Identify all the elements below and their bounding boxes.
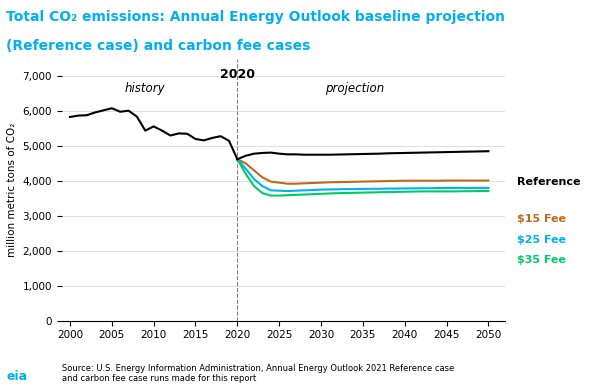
Text: eia: eia <box>6 370 27 383</box>
Y-axis label: million metric tons of CO₂: million metric tons of CO₂ <box>7 122 17 257</box>
Text: Reference: Reference <box>517 177 581 187</box>
Text: projection: projection <box>325 82 384 95</box>
Text: 2020: 2020 <box>220 68 255 81</box>
Text: Total CO₂ emissions: Annual Energy Outlook baseline projection: Total CO₂ emissions: Annual Energy Outlo… <box>6 10 505 23</box>
Text: history: history <box>125 82 166 95</box>
Text: $15 Fee: $15 Fee <box>517 214 567 224</box>
Text: $25 Fee: $25 Fee <box>517 235 567 246</box>
Text: (Reference case) and carbon fee cases: (Reference case) and carbon fee cases <box>6 39 310 53</box>
Text: Source: U.S. Energy Information Administration, Annual Energy Outlook 2021 Refer: Source: U.S. Energy Information Administ… <box>62 364 454 383</box>
Text: $35 Fee: $35 Fee <box>517 255 566 265</box>
